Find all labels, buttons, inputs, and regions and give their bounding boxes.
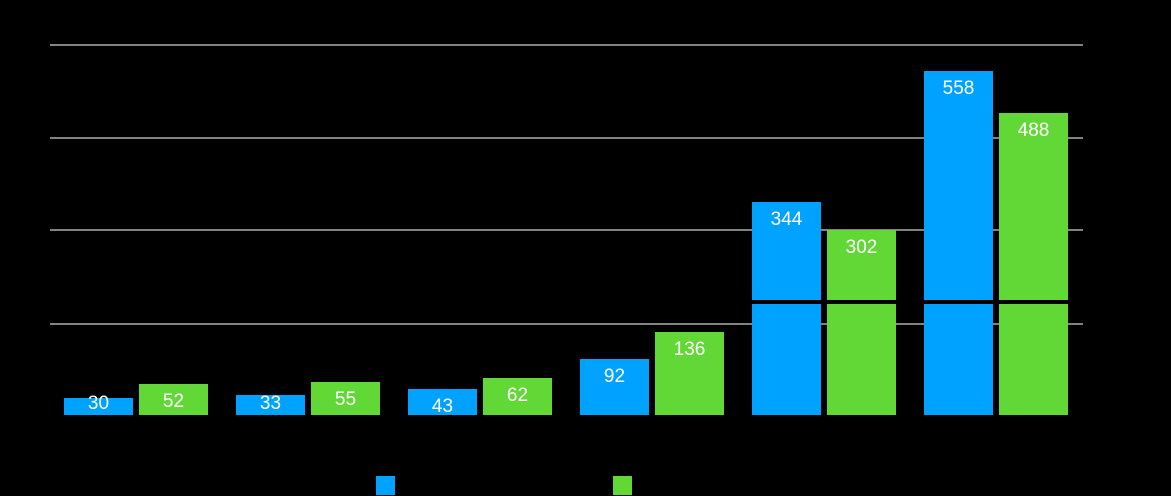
axis-break-s1-g5 xyxy=(750,300,823,304)
data-label-s2-g6: 488 xyxy=(1018,120,1050,141)
bar-s1-g3 xyxy=(408,389,477,415)
data-label-s1-g2: 33 xyxy=(260,393,281,414)
bar-s1-g6 xyxy=(924,71,993,415)
bar-s2-g1 xyxy=(139,384,208,415)
bar-s2-g4 xyxy=(655,332,724,415)
bar-s1-g1 xyxy=(64,398,133,415)
bar-s2-g5 xyxy=(827,230,896,415)
legend-swatch-series-2 xyxy=(613,476,632,495)
legend-swatch-series-1 xyxy=(376,476,395,495)
data-label-s1-g1: 30 xyxy=(88,393,109,414)
data-label-s1-g6: 558 xyxy=(943,78,975,99)
bar-s1-g4 xyxy=(580,359,649,415)
data-label-s2-g4: 136 xyxy=(674,339,706,360)
data-label-s1-g5: 344 xyxy=(771,209,803,230)
legend xyxy=(0,476,1171,496)
data-label-s2-g3: 62 xyxy=(507,385,528,406)
legend-item-series-2 xyxy=(613,476,640,495)
data-label-s1-g4: 92 xyxy=(604,366,625,387)
bar-s1-g2 xyxy=(236,395,305,415)
axis-break-s2-g5 xyxy=(825,300,898,304)
bar-s1-g5 xyxy=(752,202,821,415)
data-label-s2-g1: 52 xyxy=(163,391,184,412)
data-label-s1-g3: 43 xyxy=(432,396,453,417)
bar-s2-g6 xyxy=(999,113,1068,415)
axis-break-s2-g6 xyxy=(997,300,1070,304)
bar-s2-g3 xyxy=(483,378,552,415)
data-label-s2-g2: 55 xyxy=(335,389,356,410)
axis-break-s1-g6 xyxy=(922,300,995,304)
data-label-s2-g5: 302 xyxy=(846,237,878,258)
legend-item-series-1 xyxy=(376,476,403,495)
bar-s2-g2 xyxy=(311,382,380,415)
